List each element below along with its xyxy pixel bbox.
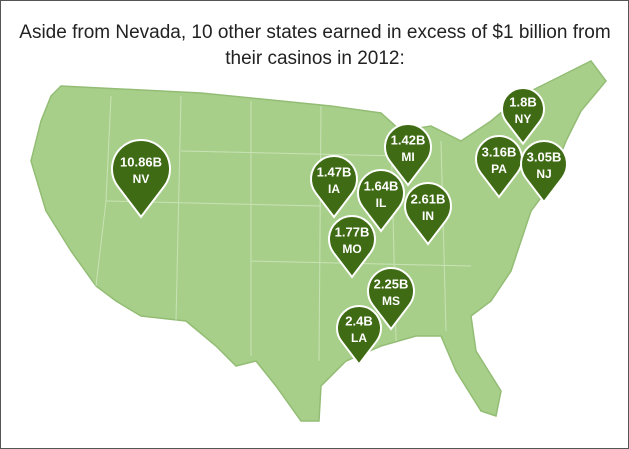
pin-marker — [357, 169, 405, 233]
map-pin: 3.16B PA — [475, 135, 523, 199]
pin-marker — [328, 215, 376, 279]
pin-state: LA — [351, 331, 367, 345]
pin-marker — [310, 155, 358, 219]
pin-marker — [336, 305, 382, 366]
pin-amount: 1.47B — [317, 164, 352, 179]
map-pin: 1.42B MI — [384, 123, 432, 187]
pin-amount: 3.05B — [527, 149, 562, 164]
pin-amount: 3.16B — [482, 144, 517, 159]
pin-marker — [501, 87, 545, 146]
pin-state: MO — [342, 242, 361, 256]
pin-state: NJ — [536, 167, 551, 181]
map-pin: 1.64B IL — [357, 169, 405, 233]
map-pin: 1.77B MO — [328, 215, 376, 279]
pin-state: IN — [422, 209, 434, 223]
map-pin: 2.61B IN — [404, 182, 452, 246]
pin-state: MS — [382, 294, 400, 308]
title-line: their casinos in 2012: — [225, 48, 405, 69]
map-pin: 10.86B NV — [111, 139, 171, 219]
pin-state: MI — [401, 150, 414, 164]
pin-amount: 2.25B — [374, 276, 409, 291]
pin-marker — [384, 123, 432, 187]
map-pin: 2.25B MS — [367, 267, 415, 331]
pin-state: IL — [376, 196, 387, 210]
pin-amount: 1.77B — [335, 224, 370, 239]
pin-amount: 1.64B — [364, 178, 399, 193]
map-pin: 1.47B IA — [310, 155, 358, 219]
pin-amount: 2.61B — [411, 191, 446, 206]
pin-state: PA — [491, 162, 507, 176]
pin-state: NY — [515, 112, 532, 126]
pin-amount: 10.86B — [120, 154, 162, 169]
map-pin: 2.4B LA — [336, 305, 382, 366]
pin-marker — [520, 140, 568, 204]
pin-amount: 1.8B — [509, 94, 536, 109]
pin-state: NV — [133, 172, 150, 186]
map-pin: 1.8B NY — [501, 87, 545, 146]
title-line: Aside from Nevada, 10 other states earne… — [19, 22, 610, 43]
pin-amount: 1.42B — [391, 132, 426, 147]
map-pin: 3.05B NJ — [520, 140, 568, 204]
pin-marker — [367, 267, 415, 331]
pin-amount: 2.4B — [345, 313, 372, 328]
pin-marker — [111, 139, 171, 219]
pin-marker — [404, 182, 452, 246]
pin-state: IA — [328, 182, 340, 196]
